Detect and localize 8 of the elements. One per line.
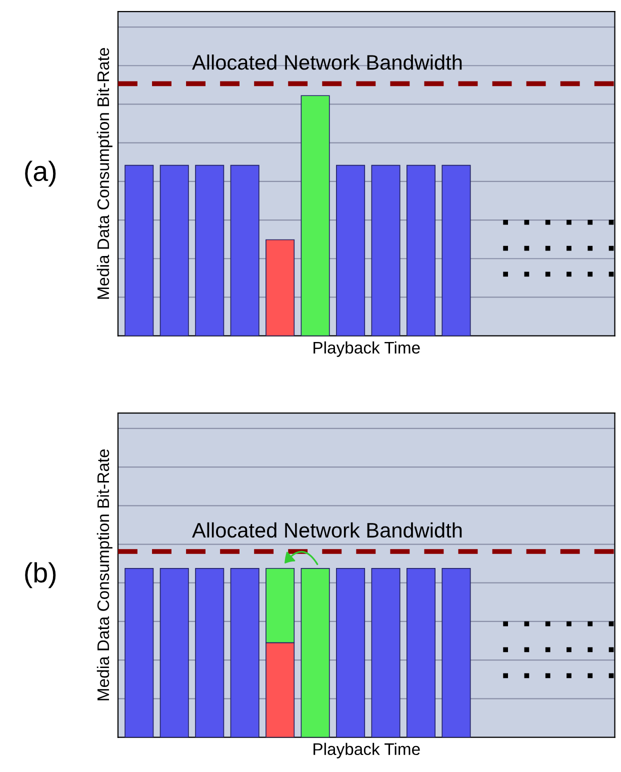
text: (a) bbox=[25, 160, 56, 187]
x-axis-title: Playback Time bbox=[314, 742, 420, 758]
y-axis-title: Media Data Consumption Bit-Rate bbox=[96, 449, 112, 700]
ref-line-label: Allocated Network Bandwidth bbox=[192, 54, 462, 70]
x-axis-title: Playback Time bbox=[314, 341, 420, 357]
ref-line-label: Allocated Network Bandwidth bbox=[192, 522, 462, 538]
chart-title: (b) bbox=[25, 562, 56, 588]
y-axis-title: Media Data Consumption Bit-Rate bbox=[96, 48, 112, 299]
